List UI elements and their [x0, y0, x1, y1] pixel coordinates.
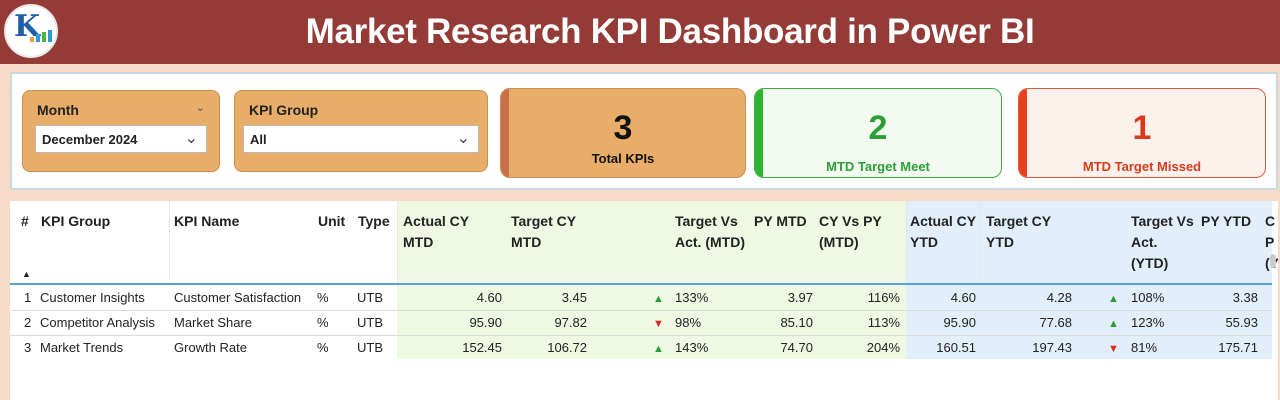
cell-tva-ytd: 108%: [1131, 290, 1165, 305]
cell-py-ytd: 3.38: [1232, 290, 1258, 305]
header-divider: [10, 283, 1272, 285]
sort-ascending-icon[interactable]: ▲: [22, 269, 31, 279]
cell-num: 1: [24, 290, 32, 305]
cell-target-ytd: 197.43: [1032, 340, 1072, 355]
cell-name: Market Share: [174, 315, 253, 330]
table-row[interactable]: 3 Market Trends Growth Rate% UTB 152.45 106.7…: [10, 335, 1272, 360]
total-kpis-card: 3 Total KPIs: [500, 88, 746, 178]
cell-group: Market Trends: [40, 340, 124, 355]
header-kpi-group[interactable]: KPI Group: [41, 213, 111, 229]
cell-cyvspy-mtd: 204%: [866, 340, 900, 355]
header-num[interactable]: #: [21, 213, 29, 229]
cell-cyvspy-mtd: 113%: [867, 315, 900, 330]
mtd-target-meet-value: 2: [868, 109, 888, 147]
triangle-down-icon: ▼: [653, 318, 664, 330]
kpi-logo-icon: K: [4, 4, 58, 58]
cell-actual-mtd: 152.45: [462, 340, 502, 355]
month-slicer[interactable]: Month ⌄ December 2024 ⌄: [22, 90, 220, 172]
total-kpis-value: 3: [613, 109, 633, 147]
cell-name: Growth Rate: [174, 340, 247, 355]
cell-name: Customer Satisfaction: [174, 290, 302, 305]
month-dropdown[interactable]: December 2024 ⌄: [35, 125, 207, 153]
cell-unit: %: [317, 315, 329, 330]
header-actual-cy-ytd[interactable]: Actual CY YTD: [910, 213, 976, 250]
mtd-target-missed-label: MTD Target Missed: [1082, 159, 1202, 174]
cell-group: Competitor Analysis: [40, 315, 155, 330]
header-target-cy-mtd[interactable]: Target CY MTD: [511, 213, 576, 250]
cell-type: UTB: [357, 340, 383, 355]
kpi-table: # ▲ KPI Group KPI Name Unit Type Actual …: [10, 201, 1278, 400]
cell-tva-mtd: 133%: [675, 290, 709, 305]
cell-py-mtd: 85.10: [780, 315, 813, 330]
cell-tva-ytd: 123%: [1131, 315, 1165, 330]
month-slicer-label: Month: [37, 102, 79, 118]
kpi-group-slicer-label: KPI Group: [249, 102, 319, 118]
cell-target-mtd: 3.45: [561, 290, 587, 305]
card-accent-bar: [501, 89, 509, 177]
header-unit[interactable]: Unit: [318, 213, 346, 229]
chevron-down-icon[interactable]: ⌄: [195, 102, 205, 114]
cell-target-ytd: 77.68: [1039, 315, 1072, 330]
cell-actual-mtd: 95.90: [469, 315, 502, 330]
cell-target-mtd: 97.82: [554, 315, 587, 330]
cell-py-mtd: 3.97: [787, 290, 813, 305]
cell-tva-mtd: 143%: [675, 340, 709, 355]
cell-actual-ytd: 160.51: [936, 340, 976, 355]
table-row[interactable]: 2 Competitor Analysis Market Share% UTB 95.9…: [10, 310, 1272, 335]
header-bar: K Market Research KPI Dashboard in Power…: [0, 0, 1280, 64]
cell-target-ytd: 4.28: [1046, 290, 1072, 305]
cell-type: UTB: [357, 315, 383, 330]
table-row[interactable]: 1 Customer Insights Customer Satisfaction%…: [10, 285, 1272, 310]
cell-tva-mtd: 98%: [675, 315, 702, 330]
cell-type: UTB: [357, 290, 383, 305]
triangle-up-icon: ▲: [1108, 293, 1119, 305]
header-truncated[interactable]: C P (Y: [1265, 213, 1278, 271]
cell-unit: %: [317, 340, 329, 355]
card-accent-bar: [1019, 89, 1027, 177]
total-kpis-label: Total KPIs: [591, 151, 655, 166]
mtd-columns-bg: [397, 201, 906, 359]
filter-card-panel: Month ⌄ December 2024 ⌄ KPI Group All ⌄ …: [10, 72, 1278, 190]
header-py-ytd[interactable]: PY YTD: [1201, 213, 1252, 229]
page-title: Market Research KPI Dashboard in Power B…: [305, 12, 1035, 51]
table-scrollbar[interactable]: [1270, 254, 1276, 268]
cell-py-mtd: 74.70: [780, 340, 813, 355]
cell-py-ytd: 175.71: [1218, 340, 1258, 355]
kpi-group-value: All: [250, 132, 267, 147]
triangle-up-icon: ▲: [653, 293, 664, 305]
chevron-down-icon[interactable]: ⌄: [456, 130, 470, 147]
mtd-target-missed-card: 1 MTD Target Missed: [1018, 88, 1266, 178]
cell-unit: %: [317, 290, 329, 305]
mtd-target-meet-label: MTD Target Meet: [826, 159, 930, 174]
triangle-down-icon: ▼: [1108, 343, 1119, 355]
mtd-target-meet-card: 2 MTD Target Meet: [754, 88, 1002, 178]
header-target-vs-act-mtd[interactable]: Target Vs Act. (MTD): [675, 213, 745, 250]
header-target-cy-ytd[interactable]: Target CY YTD: [986, 213, 1051, 250]
cell-actual-ytd: 4.60: [950, 290, 976, 305]
kpi-group-slicer[interactable]: KPI Group All ⌄: [234, 90, 488, 172]
card-accent-bar: [755, 89, 763, 177]
triangle-up-icon: ▲: [1108, 318, 1119, 330]
kpi-group-dropdown[interactable]: All ⌄: [243, 125, 479, 153]
header-actual-cy-mtd[interactable]: Actual CY MTD: [403, 213, 469, 250]
cell-actual-ytd: 95.90: [943, 315, 976, 330]
header-py-mtd[interactable]: PY MTD: [754, 213, 807, 229]
chevron-down-icon[interactable]: ⌄: [184, 130, 198, 147]
triangle-up-icon: ▲: [653, 343, 664, 355]
header-type[interactable]: Type: [358, 213, 390, 229]
header-target-vs-act-ytd[interactable]: Target Vs Act. (YTD): [1131, 213, 1194, 271]
header-kpi-name[interactable]: KPI Name: [174, 213, 240, 229]
cell-py-ytd: 55.93: [1225, 315, 1258, 330]
cell-target-mtd: 106.72: [547, 340, 587, 355]
cell-num: 2: [24, 315, 32, 330]
header-cy-vs-py-mtd[interactable]: CY Vs PY (MTD): [819, 213, 882, 250]
cell-group: Customer Insights: [40, 290, 145, 305]
cell-actual-mtd: 4.60: [476, 290, 502, 305]
mtd-target-missed-value: 1: [1132, 109, 1152, 147]
month-value: December 2024: [42, 132, 138, 147]
cell-num: 3: [24, 340, 32, 355]
cell-cyvspy-mtd: 116%: [867, 290, 900, 305]
cell-tva-ytd: 81%: [1131, 340, 1158, 355]
